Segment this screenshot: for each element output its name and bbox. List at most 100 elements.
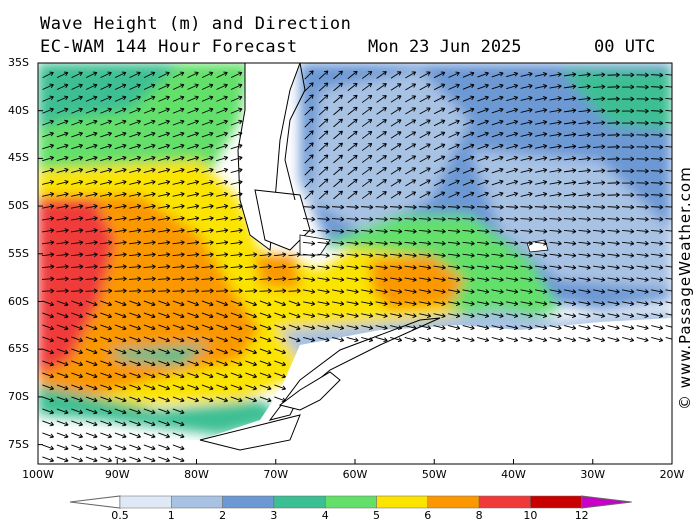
- direction-arrow: [651, 301, 664, 306]
- direction-arrow: [418, 228, 432, 234]
- colorbar-segment: [171, 495, 223, 509]
- direction-arrow: [592, 96, 606, 102]
- direction-arrow: [506, 83, 519, 90]
- direction-arrow: [607, 156, 620, 162]
- direction-arrow: [636, 192, 649, 198]
- direction-arrow: [506, 155, 519, 162]
- direction-arrow: [42, 143, 55, 150]
- direction-arrow: [158, 384, 170, 391]
- direction-arrow: [187, 396, 199, 403]
- direction-arrow: [318, 166, 329, 176]
- direction-arrow: [578, 337, 591, 343]
- direction-arrow: [172, 348, 185, 355]
- direction-arrow: [390, 83, 402, 91]
- direction-arrow: [592, 228, 606, 234]
- direction-arrow: [187, 204, 200, 209]
- direction-arrow: [520, 325, 533, 331]
- direction-arrow: [318, 94, 329, 104]
- direction-arrow: [172, 95, 185, 102]
- direction-arrow: [42, 456, 54, 463]
- direction-arrow: [477, 277, 490, 282]
- direction-arrow: [230, 252, 243, 258]
- direction-arrow: [172, 252, 185, 258]
- direction-arrow: [390, 107, 402, 115]
- direction-arrow: [650, 204, 664, 210]
- direction-arrow: [215, 276, 229, 282]
- direction-arrow: [172, 131, 185, 138]
- direction-arrow: [259, 288, 272, 294]
- direction-arrow: [636, 313, 649, 319]
- direction-arrow: [346, 216, 359, 222]
- direction-arrow: [201, 167, 214, 174]
- direction-arrow: [42, 191, 55, 197]
- direction-arrow: [317, 337, 330, 343]
- direction-arrow: [361, 289, 374, 294]
- direction-arrow: [100, 444, 112, 451]
- direction-arrow: [71, 228, 84, 233]
- direction-arrow: [433, 143, 446, 151]
- direction-arrow: [592, 216, 606, 222]
- direction-arrow: [578, 132, 591, 138]
- direction-arrow: [317, 301, 330, 306]
- direction-arrow: [563, 84, 577, 90]
- direction-arrow: [347, 70, 358, 80]
- direction-arrow: [158, 143, 171, 150]
- direction-arrow: [404, 325, 417, 331]
- direction-arrow: [390, 155, 402, 163]
- direction-arrow: [143, 131, 156, 138]
- direction-arrow: [42, 228, 55, 233]
- direction-arrow: [346, 277, 359, 282]
- direction-arrow: [462, 216, 475, 222]
- direction-arrow: [85, 119, 98, 126]
- direction-arrow: [578, 84, 591, 90]
- direction-arrow: [506, 167, 519, 174]
- direction-arrow: [419, 301, 432, 306]
- direction-arrow: [201, 312, 214, 319]
- direction-arrow: [433, 155, 446, 163]
- direction-arrow: [535, 192, 548, 197]
- direction-arrow: [390, 167, 402, 175]
- direction-arrow: [187, 71, 199, 79]
- direction-arrow: [607, 144, 620, 150]
- direction-arrow: [230, 324, 243, 331]
- direction-arrow: [304, 154, 314, 164]
- direction-arrow: [607, 192, 620, 198]
- direction-arrow: [230, 83, 243, 90]
- direction-arrow: [85, 167, 98, 174]
- direction-arrow: [129, 324, 141, 331]
- direction-arrow: [201, 204, 214, 209]
- direction-arrow: [419, 191, 431, 199]
- direction-arrow: [592, 192, 606, 198]
- direction-arrow: [129, 95, 141, 102]
- direction-arrow: [245, 300, 257, 307]
- direction-arrow: [593, 313, 606, 319]
- direction-arrow: [405, 167, 417, 175]
- direction-arrow: [244, 276, 258, 282]
- direction-arrow: [172, 420, 185, 427]
- direction-arrow: [535, 301, 548, 306]
- direction-arrow: [42, 420, 54, 427]
- direction-arrow: [99, 252, 113, 258]
- direction-arrow: [114, 420, 127, 427]
- direction-arrow: [216, 336, 228, 343]
- direction-arrow: [549, 337, 562, 343]
- direction-arrow: [563, 144, 577, 150]
- direction-arrow: [636, 84, 649, 90]
- direction-arrow: [71, 312, 83, 319]
- latitude-label: 45S: [8, 151, 29, 165]
- direction-arrow: [462, 155, 475, 162]
- direction-arrow: [259, 252, 272, 258]
- direction-arrow: [419, 119, 431, 127]
- direction-arrow: [41, 252, 55, 258]
- direction-arrow: [85, 288, 98, 294]
- direction-arrow: [520, 179, 533, 185]
- direction-arrow: [506, 289, 519, 294]
- direction-arrow: [361, 325, 374, 331]
- direction-arrow: [304, 118, 314, 128]
- direction-arrow: [448, 167, 460, 174]
- axis-ticks: [37, 62, 673, 464]
- direction-arrow: [201, 95, 214, 102]
- direction-arrow: [318, 178, 329, 188]
- direction-arrow: [85, 432, 98, 439]
- direction-arrow: [216, 155, 229, 162]
